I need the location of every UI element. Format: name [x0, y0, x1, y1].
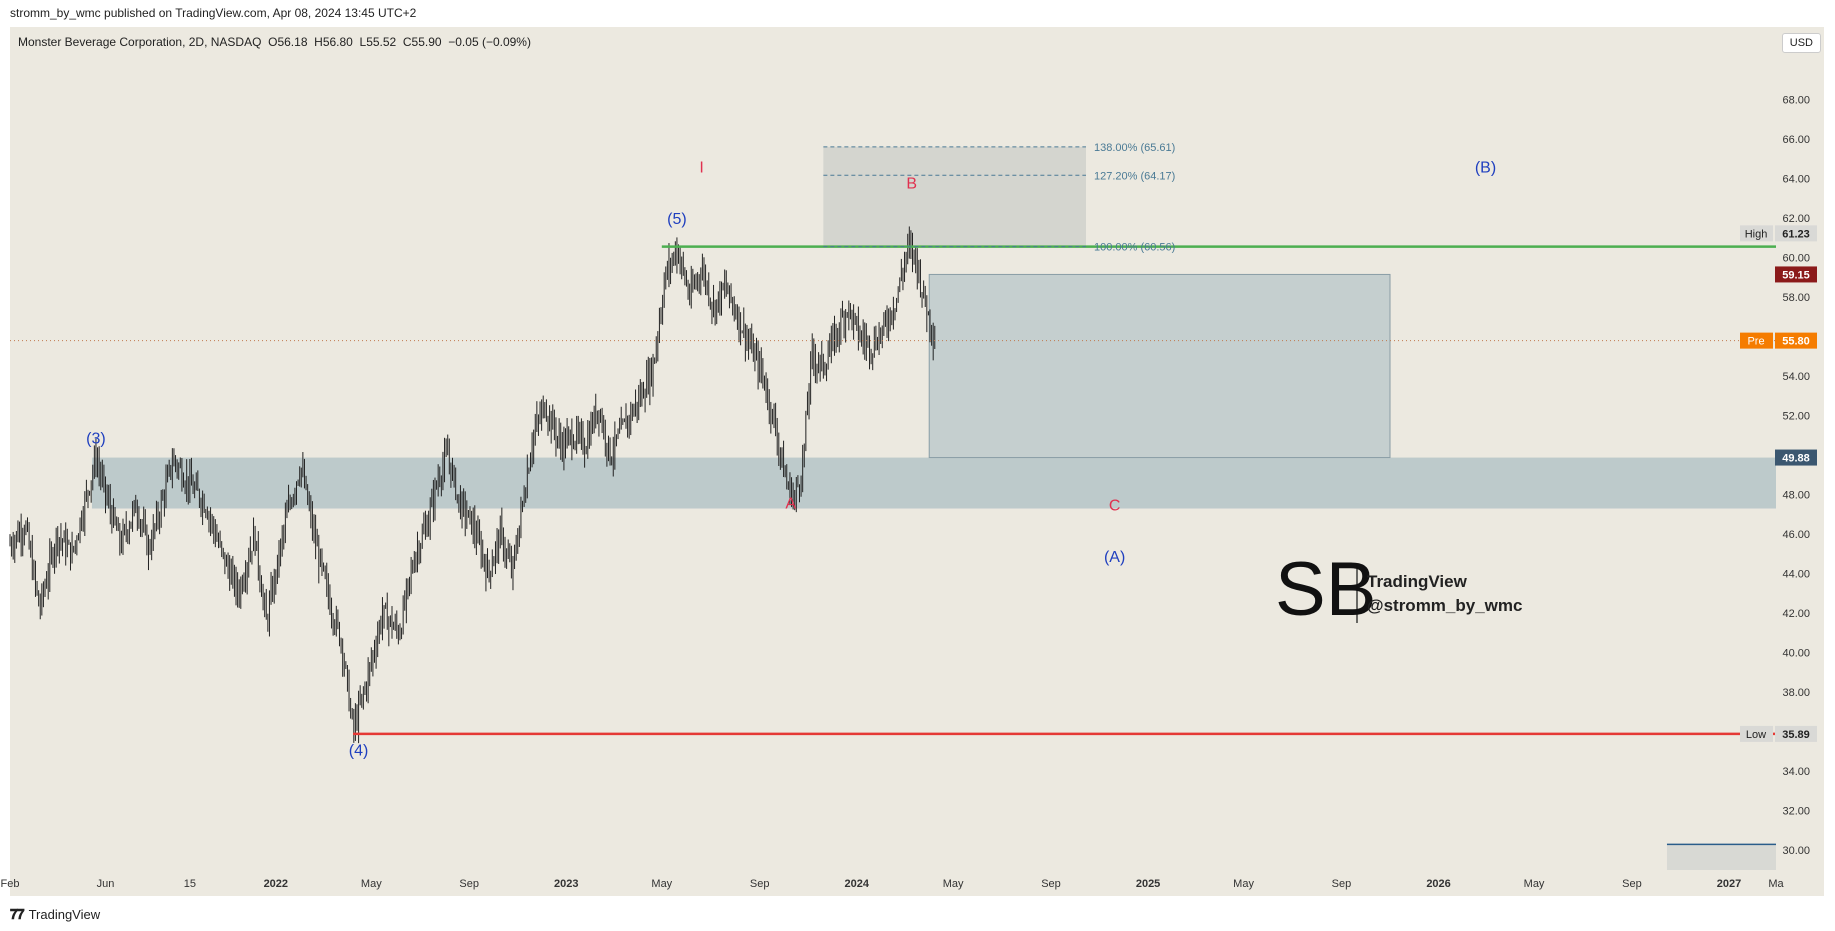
- x-tick-label: 2023: [554, 878, 578, 890]
- fib-level-label: 138.00% (65.61): [1094, 142, 1175, 154]
- watermark: SB TradingView @stromm_by_wmc: [1275, 547, 1522, 632]
- price-tag: [1775, 332, 1817, 349]
- fib-level-label: 100.00% (60.56): [1094, 242, 1175, 254]
- price-tag-name: High: [1745, 228, 1768, 240]
- x-tick-label: Sep: [459, 878, 479, 890]
- wave-label: (A): [1104, 549, 1125, 566]
- y-tick-label: 46.00: [1782, 529, 1810, 541]
- wave-labels-layer: (3) (4) (5) I B A C (A) (B): [86, 160, 1496, 760]
- wave-label: (4): [349, 742, 369, 759]
- y-tick-label: 48.00: [1782, 490, 1810, 502]
- wave-label: I: [699, 160, 703, 177]
- x-tick-label: May: [1233, 878, 1254, 890]
- price-tag-left: [1740, 332, 1773, 349]
- x-tick-label: 2027: [1717, 878, 1741, 890]
- y-tick-label: 60.00: [1782, 253, 1810, 265]
- x-tick-label: 2024: [845, 878, 870, 890]
- price-tag-value: 49.88: [1782, 453, 1810, 465]
- y-tick-label: 52.00: [1782, 411, 1810, 423]
- wave-label: (3): [86, 430, 106, 447]
- price-tag-name: Low: [1746, 729, 1766, 741]
- wave-label: A: [785, 496, 796, 513]
- x-tick-label: Feb: [1, 878, 20, 890]
- candles-layer: [9, 226, 936, 744]
- y-tick-label: 62.00: [1782, 213, 1810, 225]
- x-tick-label: May: [651, 878, 672, 890]
- price-tag: [1775, 725, 1817, 742]
- ohlc-values: O56.18 H56.80 L55.52 C55.90 −0.05 (−0.09…: [268, 35, 531, 49]
- x-tick-label: Jun: [97, 878, 115, 890]
- price-tag: [1775, 266, 1817, 283]
- price-tag-left: [1740, 725, 1773, 742]
- footer: 𝟕𝟕 TradingView: [10, 906, 100, 923]
- y-tick-label: 40.00: [1782, 648, 1810, 660]
- x-tick-label: Sep: [1041, 878, 1061, 890]
- y-tick-label: 44.00: [1782, 569, 1810, 581]
- zones-layer: [91, 146, 1777, 870]
- watermark-handle: @stromm_by_wmc: [1367, 596, 1522, 615]
- x-tick-label: 2026: [1426, 878, 1450, 890]
- price-tag-value: 35.89: [1782, 729, 1810, 741]
- small-box: [1666, 844, 1776, 870]
- price-tags-layer: 61.23 High 59.15 55.80 Pre 49.88 35.89 Low: [1740, 225, 1817, 742]
- levels-layer: 138.00% (65.61) 127.20% (64.17) 100.00% (6…: [10, 142, 1776, 736]
- y-axis: 30.0032.0034.0036.0038.0040.0042.0044.00…: [1782, 95, 1810, 858]
- wave-label: B: [906, 176, 917, 193]
- x-tick-label: Sep: [1622, 878, 1642, 890]
- watermark-brand: TradingView: [1367, 572, 1468, 591]
- price-tag-value: 61.23: [1782, 228, 1810, 240]
- y-tick-label: 42.00: [1782, 608, 1810, 620]
- y-tick-label: 54.00: [1782, 371, 1810, 383]
- x-tick-label: Sep: [1332, 878, 1352, 890]
- y-tick-label: 32.00: [1782, 806, 1810, 818]
- price-tag: [1775, 225, 1817, 242]
- x-tick-label: Sep: [750, 878, 770, 890]
- sb-logo: SB: [1275, 547, 1376, 632]
- x-tick-label: May: [943, 878, 964, 890]
- price-zone-2: [823, 146, 1086, 247]
- price-tag: [1775, 449, 1817, 466]
- x-tick-label: Ma: [1768, 878, 1784, 890]
- x-tick-label: 15: [184, 878, 196, 890]
- price-tag-value: 55.80: [1782, 336, 1810, 348]
- y-tick-label: 38.00: [1782, 687, 1810, 699]
- publisher-line: stromm_by_wmc published on TradingView.c…: [10, 6, 417, 20]
- price-tag-left: [1740, 225, 1773, 242]
- y-tick-label: 30.00: [1782, 845, 1810, 857]
- x-tick-label: May: [361, 878, 382, 890]
- x-tick-label: 2025: [1136, 878, 1160, 890]
- price-zone-1: [928, 273, 1391, 459]
- y-tick-label: 58.00: [1782, 292, 1810, 304]
- footer-brand[interactable]: TradingView: [28, 907, 101, 922]
- symbol-name: Monster Beverage Corporation, 2D, NASDAQ: [18, 35, 262, 49]
- wave-label: (5): [667, 211, 687, 228]
- currency-button[interactable]: USD: [1781, 33, 1821, 53]
- y-tick-label: 66.00: [1782, 134, 1810, 146]
- y-tick-label: 68.00: [1782, 95, 1810, 107]
- x-axis: Feb Jun 15 2022 May Sep 2023 May Sep 2024 May Sep 20…: [1, 878, 1785, 890]
- x-tick-label: 2022: [264, 878, 288, 890]
- y-tick-label: 64.00: [1782, 174, 1810, 186]
- price-tag-name: Pre: [1747, 336, 1764, 348]
- price-zone-0: [91, 457, 1777, 509]
- symbol-legend: Monster Beverage Corporation, 2D, NASDAQ…: [18, 35, 531, 49]
- y-tick-label: 34.00: [1782, 766, 1810, 778]
- x-tick-label: May: [1524, 878, 1545, 890]
- wave-label: (B): [1475, 160, 1496, 177]
- wave-label: C: [1109, 497, 1121, 514]
- tradingview-logo-icon: 𝟕𝟕: [10, 906, 25, 922]
- fib-level-label: 127.20% (64.17): [1094, 170, 1175, 182]
- price-tag-value: 59.15: [1782, 269, 1810, 281]
